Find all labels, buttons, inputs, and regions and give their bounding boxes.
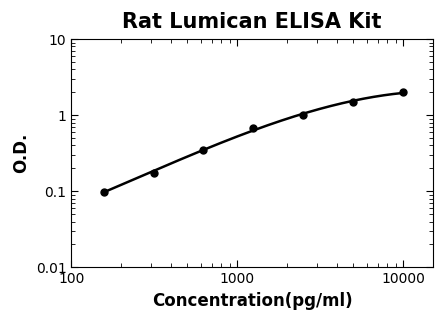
- Title: Rat Lumican ELISA Kit: Rat Lumican ELISA Kit: [122, 12, 382, 32]
- X-axis label: Concentration(pg/ml): Concentration(pg/ml): [152, 292, 352, 310]
- Y-axis label: O.D.: O.D.: [12, 133, 30, 173]
